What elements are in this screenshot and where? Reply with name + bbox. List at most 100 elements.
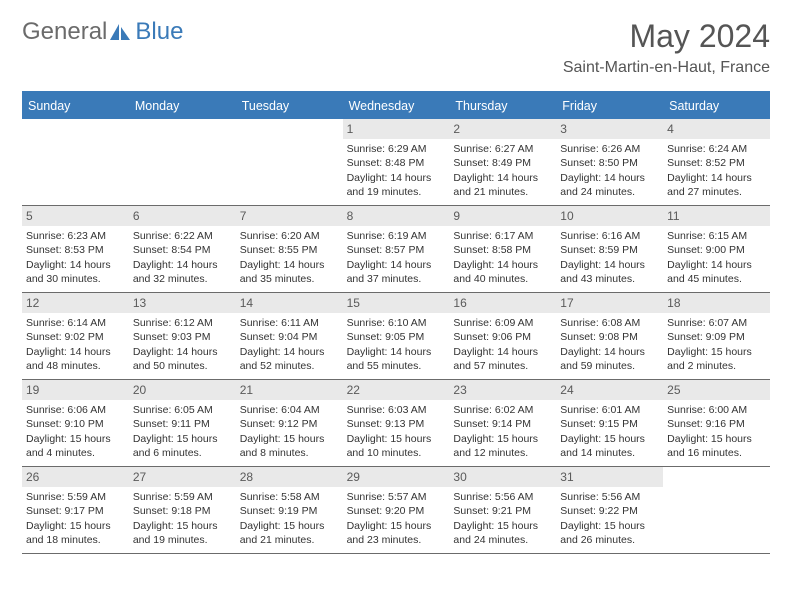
cell-line: Daylight: 15 hours and 12 minutes. [453, 432, 552, 460]
day-number: 7 [236, 206, 343, 226]
cell-line: Sunrise: 6:01 AM [560, 403, 659, 417]
day-number: 9 [449, 206, 556, 226]
cell-line: Daylight: 15 hours and 6 minutes. [133, 432, 232, 460]
day-number: 24 [556, 380, 663, 400]
cell-line: Sunset: 8:59 PM [560, 243, 659, 257]
dayhead-tue: Tuesday [236, 93, 343, 119]
cell-line: Daylight: 15 hours and 26 minutes. [560, 519, 659, 547]
month-title: May 2024 [563, 18, 770, 55]
calendar-cell: 17Sunrise: 6:08 AMSunset: 9:08 PMDayligh… [556, 293, 663, 379]
cell-line: Sunrise: 6:05 AM [133, 403, 232, 417]
cell-line: Daylight: 15 hours and 14 minutes. [560, 432, 659, 460]
calendar-cell: 25Sunrise: 6:00 AMSunset: 9:16 PMDayligh… [663, 380, 770, 466]
calendar-cell: 29Sunrise: 5:57 AMSunset: 9:20 PMDayligh… [343, 467, 450, 553]
week-row: 12Sunrise: 6:14 AMSunset: 9:02 PMDayligh… [22, 293, 770, 380]
day-number: 8 [343, 206, 450, 226]
cell-line: Daylight: 15 hours and 2 minutes. [667, 345, 766, 373]
cell-line: Sunset: 9:12 PM [240, 417, 339, 431]
dayhead-sun: Sunday [22, 93, 129, 119]
title-block: May 2024 Saint-Martin-en-Haut, France [563, 18, 770, 77]
cell-line: Sunrise: 6:08 AM [560, 316, 659, 330]
calendar-cell: 10Sunrise: 6:16 AMSunset: 8:59 PMDayligh… [556, 206, 663, 292]
calendar-cell: 22Sunrise: 6:03 AMSunset: 9:13 PMDayligh… [343, 380, 450, 466]
cell-line: Daylight: 14 hours and 37 minutes. [347, 258, 446, 286]
day-number: 16 [449, 293, 556, 313]
calendar-cell: 11Sunrise: 6:15 AMSunset: 9:00 PMDayligh… [663, 206, 770, 292]
cell-line: Sunrise: 6:07 AM [667, 316, 766, 330]
page-header: General Blue May 2024 Saint-Martin-en-Ha… [22, 18, 770, 77]
day-number: 13 [129, 293, 236, 313]
calendar-cell: 27 Sunrise: 5:59 AMSunset: 9:18 PMDayligh… [129, 467, 236, 553]
cell-line: Sunrise: 6:27 AM [453, 142, 552, 156]
cell-line: Sunrise: 6:11 AM [240, 316, 339, 330]
cell-line: Sunset: 9:14 PM [453, 417, 552, 431]
calendar-cell: 14 Sunrise: 6:11 AMSunset: 9:04 PMDayligh… [236, 293, 343, 379]
cell-line: Sunset: 9:18 PM [133, 504, 232, 518]
cell-line: Daylight: 14 hours and 40 minutes. [453, 258, 552, 286]
cell-line: Sunrise: 6:12 AM [133, 316, 232, 330]
dayhead-fri: Friday [556, 93, 663, 119]
calendar-cell: 6Sunrise: 6:22 AMSunset: 8:54 PMDaylight… [129, 206, 236, 292]
calendar-cell: 7Sunrise: 6:20 AMSunset: 8:55 PMDaylight… [236, 206, 343, 292]
day-number: 2 [449, 119, 556, 139]
calendar-cell: 23Sunrise: 6:02 AMSunset: 9:14 PMDayligh… [449, 380, 556, 466]
cell-line: Daylight: 15 hours and 16 minutes. [667, 432, 766, 460]
calendar-table: Sunday Monday Tuesday Wednesday Thursday… [22, 91, 770, 554]
day-number: 14 [236, 293, 343, 313]
brand-word1: General [22, 18, 107, 46]
cell-line: Daylight: 14 hours and 27 minutes. [667, 171, 766, 199]
cell-line: Daylight: 15 hours and 19 minutes. [133, 519, 232, 547]
calendar-cell: 9Sunrise: 6:17 AMSunset: 8:58 PMDaylight… [449, 206, 556, 292]
cell-line: Sunrise: 6:15 AM [667, 229, 766, 243]
brand-logo: General Blue [22, 18, 183, 46]
cell-line: Sunset: 8:50 PM [560, 156, 659, 170]
cell-line: Sunset: 9:20 PM [347, 504, 446, 518]
cell-line: Sunrise: 6:16 AM [560, 229, 659, 243]
calendar-cell: 1Sunrise: 6:29 AMSunset: 8:48 PMDaylight… [343, 119, 450, 205]
sail-icon [109, 23, 131, 43]
cell-line: Sunset: 9:15 PM [560, 417, 659, 431]
cell-line: Daylight: 14 hours and 57 minutes. [453, 345, 552, 373]
day-number: 27 [129, 467, 236, 487]
day-number: 4 [663, 119, 770, 139]
cell-line: Daylight: 14 hours and 19 minutes. [347, 171, 446, 199]
week-row: 26Sunrise: 5:59 AMSunset: 9:17 PMDayligh… [22, 467, 770, 554]
cell-line: Daylight: 14 hours and 52 minutes. [240, 345, 339, 373]
cell-line: Sunrise: 5:58 AM [240, 490, 339, 504]
day-number: 26 [22, 467, 129, 487]
cell-line: Sunset: 9:09 PM [667, 330, 766, 344]
calendar-cell: 28Sunrise: 5:58 AMSunset: 9:19 PMDayligh… [236, 467, 343, 553]
day-number: 12 [22, 293, 129, 313]
calendar-cell: 4Sunrise: 6:24 AMSunset: 8:52 PMDaylight… [663, 119, 770, 205]
calendar-cell: 8Sunrise: 6:19 AMSunset: 8:57 PMDaylight… [343, 206, 450, 292]
calendar-cell: 21Sunrise: 6:04 AMSunset: 9:12 PMDayligh… [236, 380, 343, 466]
cell-line: Sunrise: 6:09 AM [453, 316, 552, 330]
dayhead-wed: Wednesday [343, 93, 450, 119]
cell-line: Sunrise: 5:57 AM [347, 490, 446, 504]
cell-line: Sunset: 8:52 PM [667, 156, 766, 170]
calendar-cell: 16Sunrise: 6:09 AMSunset: 9:06 PMDayligh… [449, 293, 556, 379]
cell-line: Daylight: 15 hours and 10 minutes. [347, 432, 446, 460]
cell-line: Sunset: 9:04 PM [240, 330, 339, 344]
day-number: 18 [663, 293, 770, 313]
cell-line: Sunrise: 6:23 AM [26, 229, 125, 243]
cell-line: Sunset: 9:05 PM [347, 330, 446, 344]
cell-line: Sunrise: 5:59 AM [26, 490, 125, 504]
calendar-cell: 2Sunrise: 6:27 AMSunset: 8:49 PMDaylight… [449, 119, 556, 205]
cell-line: Daylight: 14 hours and 24 minutes. [560, 171, 659, 199]
cell-line: Sunset: 8:57 PM [347, 243, 446, 257]
dayhead-thu: Thursday [449, 93, 556, 119]
cell-line: Sunrise: 5:59 AM [133, 490, 232, 504]
day-number: 17 [556, 293, 663, 313]
dayhead-mon: Monday [129, 93, 236, 119]
day-number: 11 [663, 206, 770, 226]
cell-line: Sunset: 9:00 PM [667, 243, 766, 257]
calendar-cell: 15Sunrise: 6:10 AMSunset: 9:05 PMDayligh… [343, 293, 450, 379]
cell-line: Sunrise: 6:06 AM [26, 403, 125, 417]
cell-line: Sunset: 9:17 PM [26, 504, 125, 518]
day-header-row: Sunday Monday Tuesday Wednesday Thursday… [22, 93, 770, 119]
day-number: 23 [449, 380, 556, 400]
calendar-cell [129, 119, 236, 205]
calendar-cell: 20Sunrise: 6:05 AMSunset: 9:11 PMDayligh… [129, 380, 236, 466]
day-number: 22 [343, 380, 450, 400]
